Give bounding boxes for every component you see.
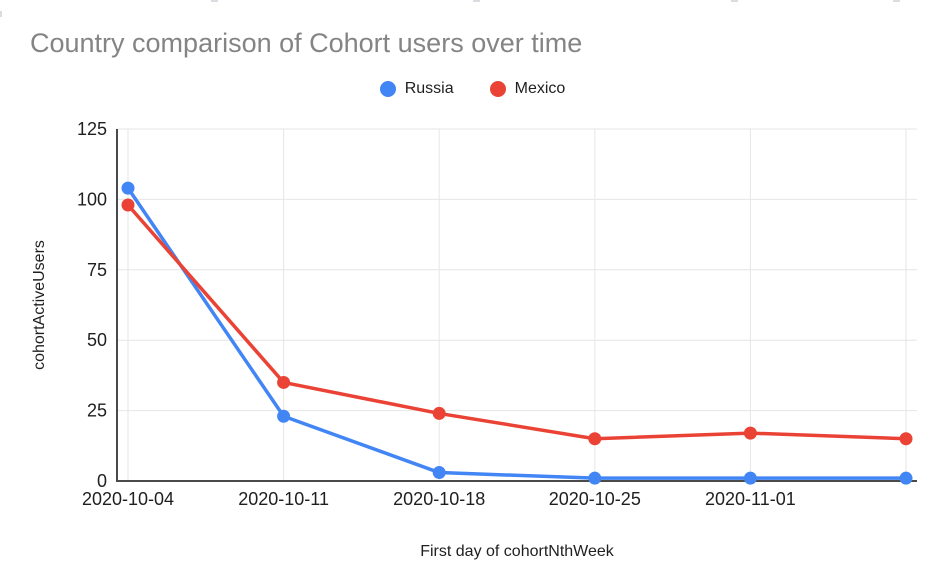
y-tick-label: 0	[97, 471, 107, 491]
x-tick-label: 2020-11-01	[705, 489, 796, 509]
data-point-mexico	[899, 432, 913, 446]
x-tick-label: 2020-10-11	[238, 489, 329, 509]
y-tick-label: 75	[87, 260, 107, 280]
data-point-russia	[121, 181, 135, 195]
chart-legend: Russia Mexico	[0, 80, 945, 98]
x-tick-label: 2020-10-18	[393, 489, 485, 509]
data-point-mexico	[277, 375, 291, 389]
cropped-artifact	[731, 0, 738, 2]
russia-series-dot-icon	[379, 81, 396, 97]
data-point-russia	[588, 471, 602, 485]
y-tick-label: 25	[87, 401, 107, 421]
data-point-mexico	[432, 406, 446, 420]
series-line-russia	[126, 186, 908, 480]
x-tick-label: 2020-10-25	[549, 489, 641, 509]
cropped-artifact	[0, 11, 2, 17]
x-axis-title: First day of cohortNthWeek	[420, 543, 614, 560]
y-tick-label: 100	[77, 189, 107, 209]
data-point-russia	[743, 471, 757, 485]
cropped-artifact	[473, 0, 480, 2]
y-tick-label: 125	[77, 119, 107, 139]
mexico-series-dot-icon	[489, 81, 506, 97]
data-point-mexico	[588, 432, 602, 446]
data-point-mexico	[743, 426, 757, 440]
data-point-russia	[899, 471, 913, 485]
legend-label-mexico: Mexico	[514, 80, 566, 97]
data-point-mexico	[121, 198, 135, 212]
chart-title: Country comparison of Cohort users over …	[30, 28, 583, 58]
y-tick-label: 50	[87, 330, 107, 350]
cropped-artifact	[893, 0, 900, 2]
legend-label-russia: Russia	[404, 80, 454, 97]
cropped-artifact	[211, 0, 218, 2]
data-point-russia	[277, 409, 291, 423]
legend-item-russia: Russia	[379, 80, 454, 98]
series-line-mexico	[126, 203, 908, 441]
x-tick-label: 2020-10-04	[82, 489, 174, 509]
data-point-russia	[432, 466, 446, 480]
legend-item-mexico: Mexico	[489, 80, 566, 98]
